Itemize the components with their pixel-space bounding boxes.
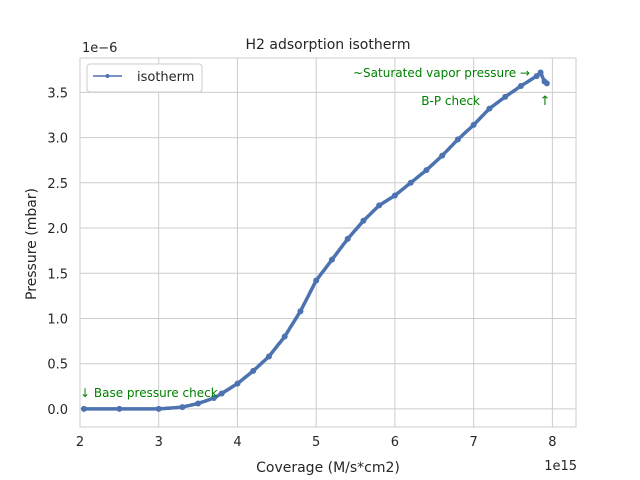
data-point: [265, 353, 272, 360]
plot-frame: [79, 57, 577, 428]
x-tick-label: 3: [155, 435, 163, 450]
legend: isotherm: [86, 63, 203, 93]
data-point: [313, 277, 320, 284]
data-point: [391, 192, 398, 199]
data-point: [470, 121, 477, 128]
data-point: [210, 395, 217, 402]
legend-label: isotherm: [137, 70, 194, 85]
y-tick-label: 1.5: [47, 267, 68, 282]
data-point: [250, 367, 257, 374]
annotation-bp-check: B-P check: [421, 94, 480, 108]
x-tick-label: 7: [470, 435, 478, 450]
legend-marker: [105, 74, 110, 78]
data-point: [533, 73, 540, 80]
data-point: [486, 105, 493, 112]
y-ticks: 0.0 0.5 1.0 1.5 2.0 2.5 3.0 3.5: [47, 86, 68, 418]
data-point: [155, 405, 162, 412]
x-tick-label: 8: [548, 435, 556, 450]
data-point: [218, 390, 225, 397]
y-axis-multiplier: 1e−6: [82, 41, 117, 56]
data-point: [281, 333, 288, 340]
y-tick-label: 3.5: [47, 86, 68, 101]
data-point: [80, 405, 87, 412]
data-point: [423, 167, 430, 174]
y-tick-label: 3.0: [47, 132, 68, 147]
series-line: [82, 70, 549, 411]
y-tick-label: 0.0: [47, 403, 68, 418]
chart-title: H2 adsorption isotherm: [246, 37, 411, 53]
y-tick-label: 1.0: [47, 312, 68, 327]
data-point: [360, 217, 367, 224]
x-ticks: 2 3 4 5 6 7 8: [76, 435, 557, 450]
grid: [79, 58, 576, 427]
data-point: [328, 256, 335, 263]
data-point: [537, 69, 544, 76]
x-tick-label: 6: [391, 435, 399, 450]
data-point: [454, 136, 461, 143]
data-point: [195, 400, 202, 407]
y-tick-label: 2.0: [47, 222, 68, 237]
annotation-saturated-vapor: ~Saturated vapor pressure →: [353, 66, 530, 80]
y-tick-label: 0.5: [47, 358, 68, 373]
x-tick-label: 2: [76, 435, 84, 450]
series-layer: [80, 69, 550, 412]
x-tick-label: 4: [233, 435, 241, 450]
x-axis-multiplier: 1e15: [544, 459, 577, 474]
x-axis-label: Coverage (M/s*cm2): [256, 460, 400, 476]
y-axis-label: Pressure (mbar): [24, 188, 40, 300]
x-tick-label: 5: [312, 435, 320, 450]
data-point: [502, 93, 509, 100]
y-tick-label: 2.5: [47, 177, 68, 192]
data-point: [407, 179, 414, 186]
annotation-up-arrow: ↑: [540, 94, 551, 109]
legend-box: [86, 63, 203, 93]
data-point: [234, 380, 241, 387]
data-point: [376, 202, 383, 209]
data-point: [344, 235, 351, 242]
annotation-base-pressure: ↓ Base pressure check: [80, 386, 218, 400]
data-point: [517, 83, 524, 90]
data-point: [543, 80, 550, 87]
data-point: [179, 404, 186, 411]
data-point: [439, 152, 446, 159]
data-point: [116, 405, 123, 412]
data-point: [297, 308, 304, 315]
